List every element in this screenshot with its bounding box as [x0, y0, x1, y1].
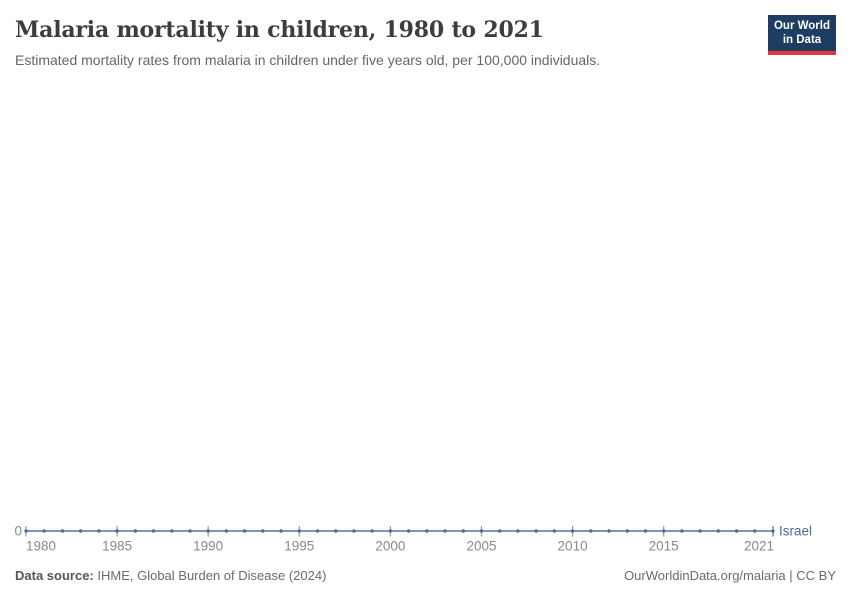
data-point — [352, 529, 356, 533]
data-point — [151, 529, 156, 533]
x-axis-tick-label: 1985 — [102, 539, 132, 554]
data-point — [570, 529, 575, 533]
y-axis-zero-label: 0 — [14, 524, 22, 539]
x-axis-tick-label: 2021 — [744, 539, 774, 554]
data-point — [589, 529, 593, 533]
data-point — [698, 529, 702, 533]
data-point — [315, 529, 320, 533]
data-point — [42, 529, 46, 533]
data-point — [443, 529, 447, 533]
data-point — [479, 529, 484, 533]
data-point — [170, 529, 174, 533]
chart-plot-area: 0 1980 1985 1990 1995 2000 2005 2010 2015 2021 Isr… — [14, 524, 812, 554]
data-point — [552, 529, 557, 533]
data-point — [516, 529, 520, 533]
data-point — [206, 529, 210, 533]
data-point — [133, 529, 138, 533]
data-point — [406, 529, 411, 533]
data-point — [680, 529, 684, 533]
data-point — [279, 529, 283, 533]
data-point — [188, 529, 192, 533]
series-markers-israel[interactable] — [24, 529, 775, 533]
x-axis-tick-label: 1980 — [26, 539, 56, 554]
chart-footer: Data source: IHME, Global Burden of Dise… — [15, 568, 836, 584]
data-point — [224, 529, 229, 533]
data-source-label: Data source: — [15, 568, 94, 583]
owid-logo-line2: in Data — [782, 33, 822, 46]
data-point — [753, 529, 757, 533]
data-point — [388, 529, 393, 533]
data-point — [771, 529, 775, 533]
data-point — [425, 529, 429, 533]
data-point — [261, 529, 265, 533]
data-point — [115, 529, 119, 533]
data-point — [661, 529, 666, 533]
chart-subtitle: Estimated mortality rates from malaria i… — [15, 52, 601, 68]
x-axis-tick-label: 2015 — [649, 539, 679, 554]
data-point — [643, 529, 648, 533]
entity-label-israel[interactable]: Israel — [779, 524, 812, 539]
data-point — [334, 529, 338, 533]
data-point — [60, 529, 65, 533]
data-point — [534, 529, 538, 533]
owid-logo[interactable]: Our World in Data — [768, 15, 836, 55]
data-source-text: IHME, Global Burden of Disease (2024) — [93, 568, 327, 583]
data-point — [24, 529, 28, 533]
data-point — [498, 529, 502, 533]
data-point — [461, 529, 465, 533]
data-point — [734, 529, 739, 533]
data-point — [716, 529, 721, 533]
data-source-note: Data source: IHME, Global Burden of Dise… — [15, 568, 326, 584]
data-point — [607, 529, 611, 533]
x-axis-tick-label: 2000 — [375, 539, 405, 554]
owid-url-license[interactable]: OurWorldinData.org/malaria | CC BY — [624, 568, 836, 583]
data-point — [242, 529, 247, 533]
x-axis-tick-label: 2005 — [466, 539, 496, 554]
data-point — [297, 529, 301, 533]
x-axis-tick-label: 2010 — [558, 539, 588, 554]
data-point — [78, 529, 83, 533]
data-point — [97, 529, 101, 533]
x-axis-tick-label: 1990 — [193, 539, 223, 554]
page-title: Malaria mortality in children, 1980 to 2… — [15, 17, 544, 43]
data-point — [625, 529, 629, 533]
owid-logo-line1: Our World — [773, 20, 830, 32]
data-point — [370, 529, 374, 533]
x-axis-tick-label: 1995 — [284, 539, 314, 554]
